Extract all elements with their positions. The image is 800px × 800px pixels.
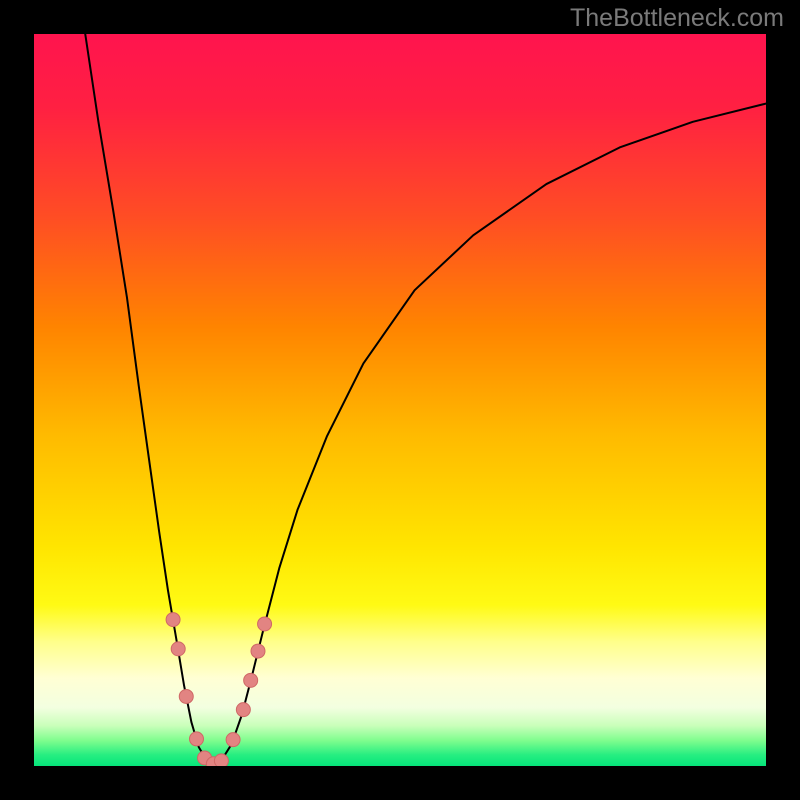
data-marker — [166, 613, 180, 627]
data-marker — [226, 733, 240, 747]
curve-left — [85, 34, 213, 765]
data-marker — [251, 644, 265, 658]
data-marker — [258, 617, 272, 631]
data-marker — [171, 642, 185, 656]
data-marker — [244, 673, 258, 687]
plot-area — [34, 34, 766, 766]
data-marker — [214, 754, 228, 766]
watermark-text: TheBottleneck.com — [570, 4, 784, 33]
data-marker — [179, 689, 193, 703]
markers-group — [166, 613, 272, 766]
curves-layer — [34, 34, 766, 766]
data-marker — [236, 703, 250, 717]
curve-right — [213, 104, 766, 765]
data-marker — [190, 732, 204, 746]
chart-root: TheBottleneck.com — [0, 0, 800, 800]
